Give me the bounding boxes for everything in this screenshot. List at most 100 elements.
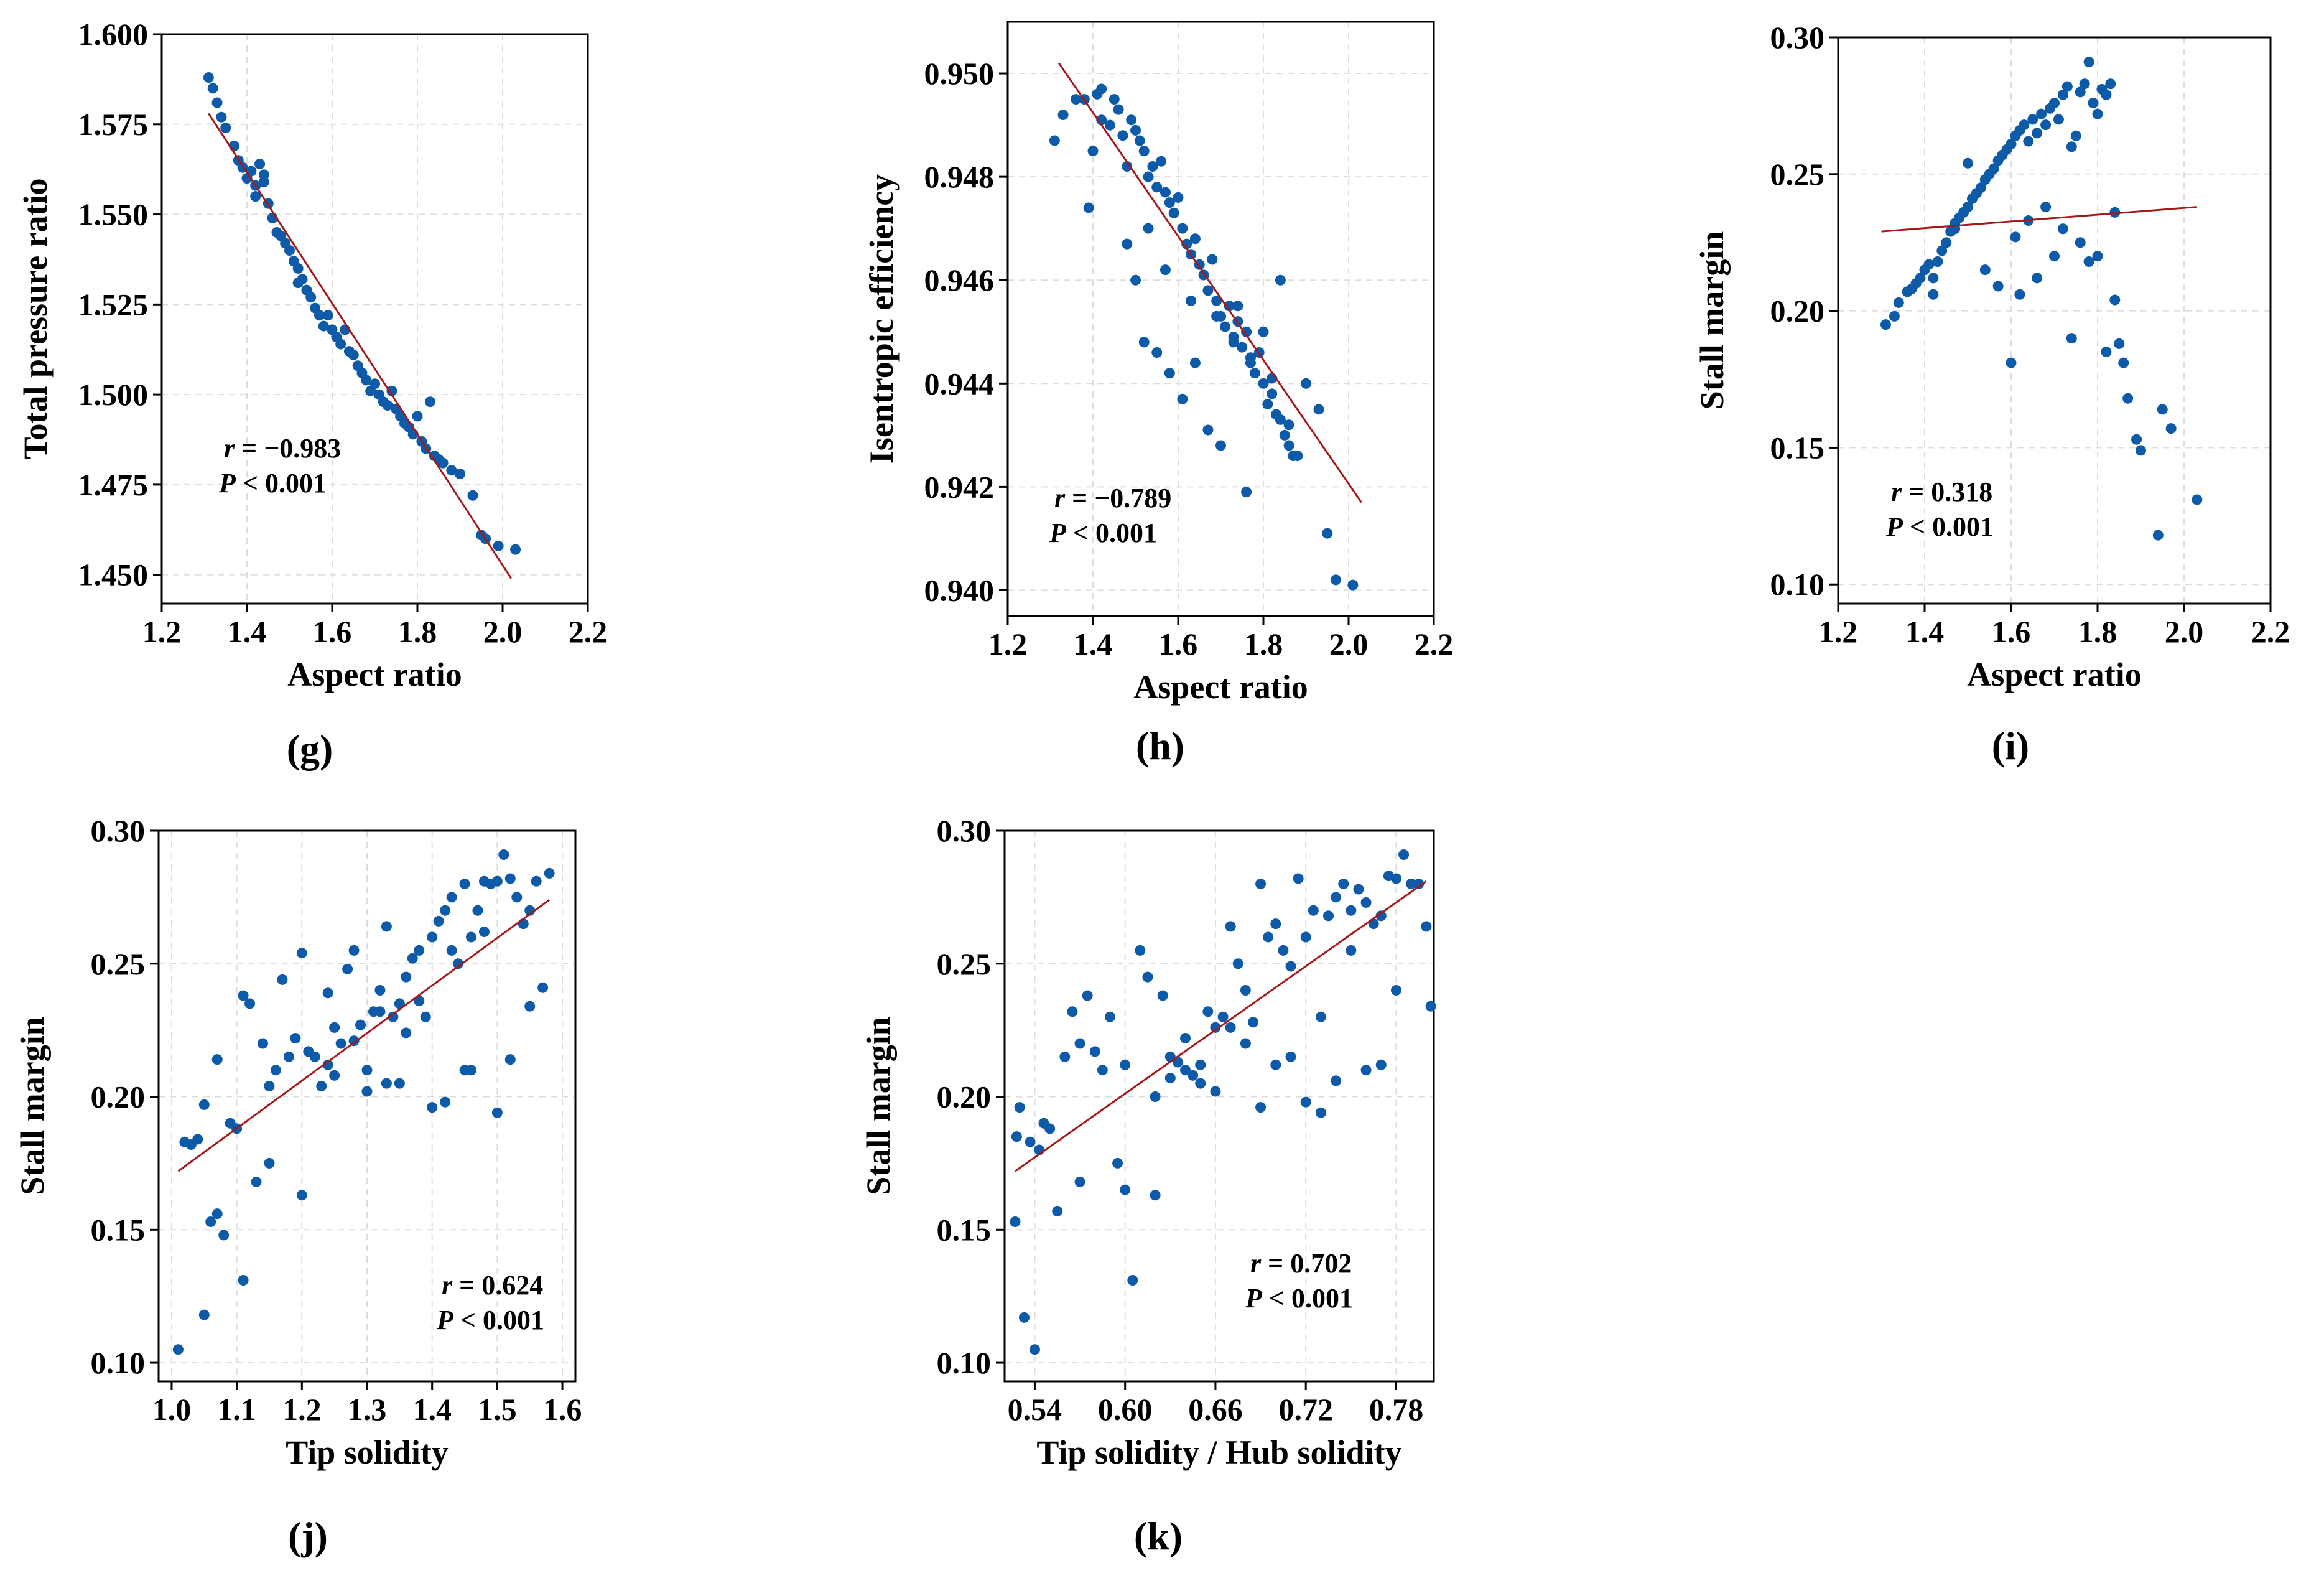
data-point <box>270 1065 281 1076</box>
data-point <box>1156 156 1167 167</box>
data-point <box>1941 237 1952 248</box>
data-point <box>437 457 449 469</box>
data-point <box>2027 114 2038 125</box>
x-tick-label: 2.0 <box>2165 614 2204 649</box>
data-point <box>244 998 256 1009</box>
data-point <box>2010 231 2021 243</box>
data-point <box>1331 892 1342 903</box>
data-point <box>318 320 329 332</box>
data-point <box>1315 1011 1326 1022</box>
plot-frame <box>1837 36 2272 605</box>
data-point <box>2101 347 2112 358</box>
data-point <box>2057 223 2068 235</box>
data-point <box>1988 163 1999 174</box>
data-point <box>1915 273 1926 284</box>
data-point <box>1375 1059 1387 1070</box>
x-tick-label: 1.4 <box>412 1392 452 1427</box>
data-point <box>511 892 523 903</box>
regression-line <box>177 899 551 1172</box>
data-point <box>1138 337 1150 348</box>
data-point <box>1112 1157 1123 1169</box>
plot-frame <box>160 33 589 605</box>
data-point <box>1180 1032 1191 1043</box>
data-point <box>2165 423 2177 434</box>
data-point <box>1049 135 1060 146</box>
data-point <box>1082 990 1093 1001</box>
data-point <box>1237 342 1248 353</box>
data-point <box>264 1157 275 1169</box>
y-tick-label: 0.30 <box>1770 20 1825 55</box>
data-point <box>220 123 231 134</box>
data-point <box>2152 530 2164 541</box>
data-point <box>1963 202 1973 213</box>
data-point <box>1104 1011 1115 1022</box>
data-point <box>1353 884 1364 895</box>
data-point <box>1390 985 1401 996</box>
y-tick-label: 0.15 <box>1770 430 1825 465</box>
data-point <box>1127 1275 1138 1286</box>
data-point <box>1308 905 1319 916</box>
data-point <box>1975 182 1986 194</box>
correlation-r: r = 0.624 <box>442 1270 543 1300</box>
p-value: P < 0.001 <box>218 468 327 498</box>
data-point <box>1014 1102 1025 1113</box>
data-point <box>284 245 295 256</box>
data-point <box>1263 931 1274 943</box>
data-point <box>472 905 483 916</box>
data-point <box>510 544 521 555</box>
data-point <box>1240 985 1251 996</box>
y-tick-label: 1.500 <box>78 377 149 412</box>
data-point <box>1270 1059 1281 1070</box>
data-point <box>1258 326 1269 337</box>
data-point <box>2109 294 2121 306</box>
data-point <box>491 875 503 887</box>
data-point <box>283 1051 294 1062</box>
data-point <box>238 990 249 1001</box>
data-point <box>1225 921 1236 932</box>
data-point <box>459 879 470 890</box>
plot-frame <box>1006 21 1435 617</box>
data-point <box>1285 1051 1296 1062</box>
y-tick-label: 0.950 <box>924 56 995 91</box>
x-tick-label: 1.8 <box>398 614 437 649</box>
data-point <box>1189 233 1201 245</box>
x-tick-label: 1.4 <box>228 614 267 649</box>
y-tick-label: 0.10 <box>1770 567 1825 602</box>
y-tick-label: 0.948 <box>924 159 995 194</box>
data-point <box>537 982 549 993</box>
regression-line <box>1057 62 1362 503</box>
data-point <box>348 945 360 956</box>
data-point <box>1143 171 1154 182</box>
data-point <box>1074 1038 1085 1049</box>
data-point <box>370 378 380 390</box>
data-point <box>433 915 444 927</box>
data-point <box>1262 399 1273 410</box>
x-axis-label: Aspect ratio <box>1133 668 1308 706</box>
y-tick-label: 0.20 <box>1770 294 1825 329</box>
data-point <box>1138 146 1150 157</box>
data-point <box>1151 182 1163 193</box>
data-point <box>1210 1086 1221 1097</box>
p-value: P < 0.001 <box>1049 518 1157 548</box>
y-tick-label: 1.600 <box>78 17 149 52</box>
data-point <box>440 905 451 916</box>
y-tick-label: 0.20 <box>937 1080 992 1114</box>
data-point <box>1288 451 1299 462</box>
data-point <box>1893 297 1904 308</box>
data-point <box>1346 905 1357 916</box>
regression-line <box>1881 206 2197 233</box>
data-point <box>1202 424 1214 436</box>
data-point <box>296 948 307 959</box>
data-point <box>2118 357 2129 368</box>
data-point <box>2066 333 2077 344</box>
panel-i: 1.2 1.4 1.6 1.8 2.0 2.2 0.10 0.15 0.20 0.25 0.30 As… <box>1693 20 2290 768</box>
data-point <box>1164 1073 1176 1084</box>
data-point <box>1150 1091 1161 1103</box>
data-point <box>446 945 457 956</box>
data-point <box>1160 264 1171 276</box>
data-point <box>203 72 214 83</box>
panel-label: (j) <box>288 1514 328 1558</box>
data-point <box>211 97 223 108</box>
y-tick-label: 1.475 <box>78 467 149 502</box>
data-point <box>1074 1176 1085 1187</box>
